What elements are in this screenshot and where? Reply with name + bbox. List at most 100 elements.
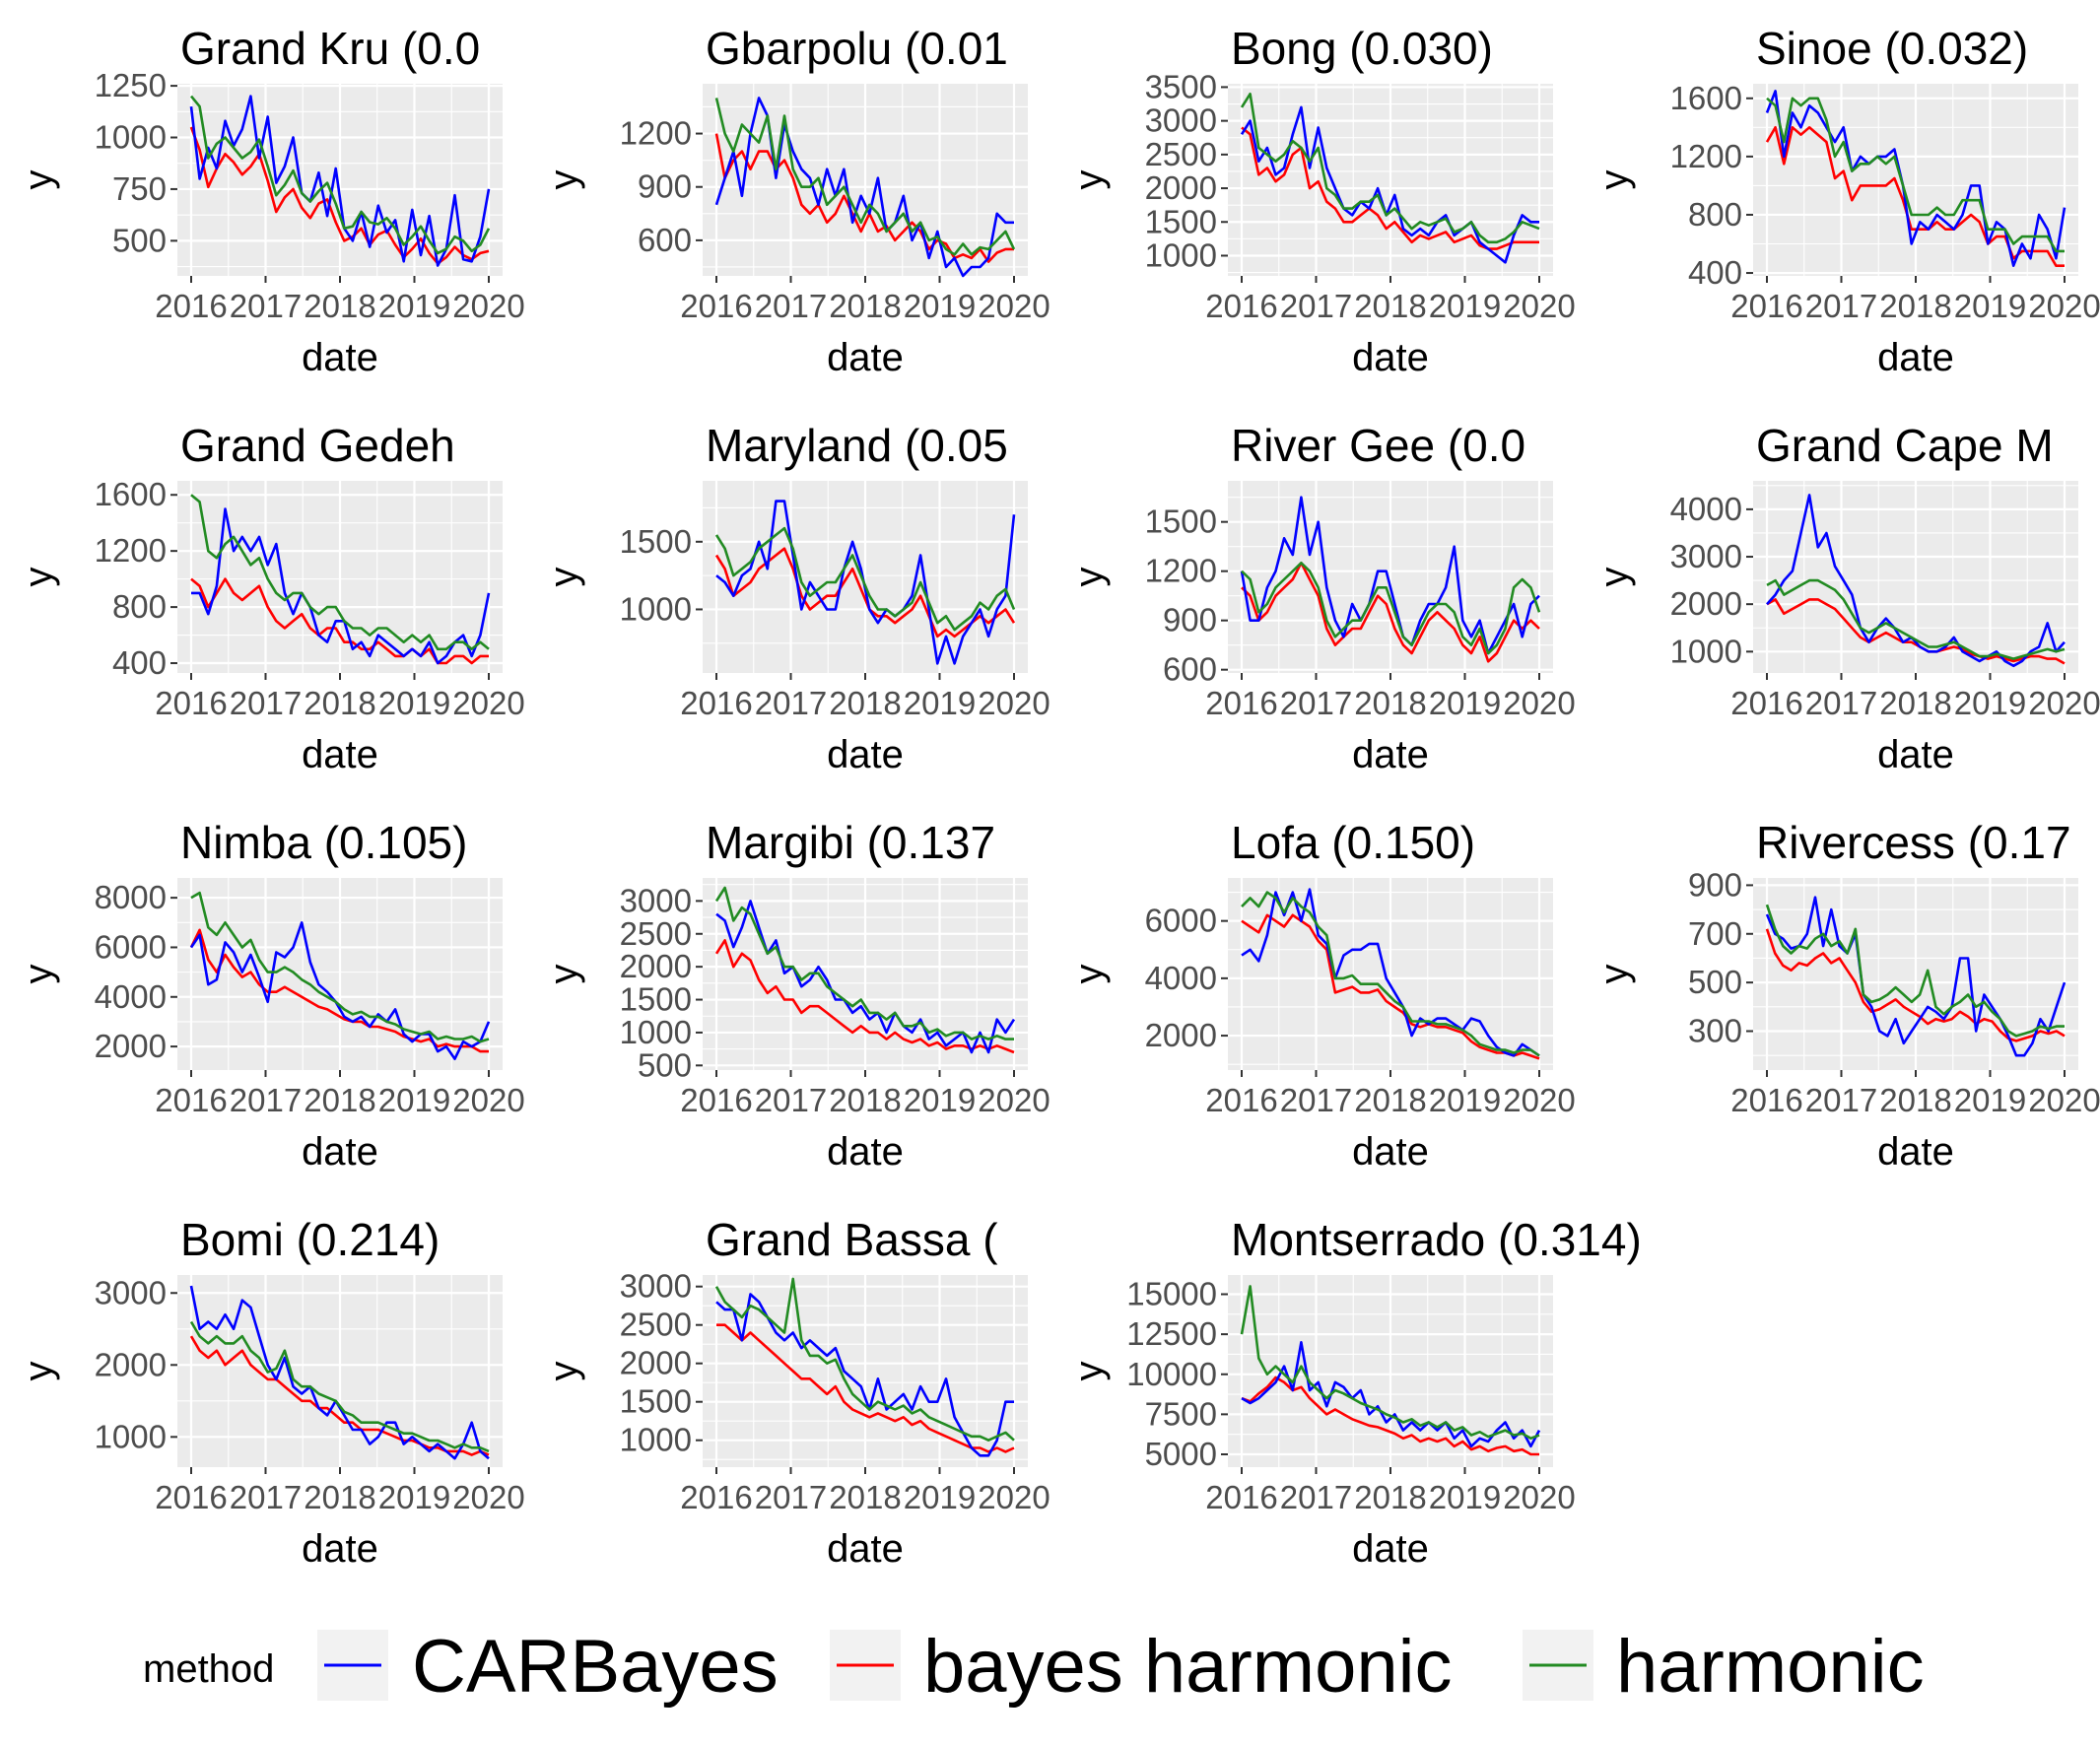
y-tick-label: 1500 bbox=[620, 523, 692, 560]
x-tick-label: 2019 bbox=[904, 288, 976, 324]
x-tick-label: 2019 bbox=[904, 1082, 976, 1118]
y-tick-label: 2500 bbox=[620, 915, 692, 952]
x-axis-title: date bbox=[827, 733, 904, 776]
x-tick-label: 2017 bbox=[755, 288, 827, 324]
panel-grand-gedeh: Grand Gedeh 400 800 1200 1600 2016 2017 2018 201… bbox=[17, 420, 525, 776]
x-axis-title: date bbox=[1352, 1527, 1429, 1571]
series-line-carbayes bbox=[1765, 90, 2066, 268]
series-line-bayes-harmonic bbox=[716, 1323, 1015, 1453]
series-line-carbayes bbox=[189, 95, 491, 267]
series-line-harmonic bbox=[1241, 891, 1540, 1057]
x-tick-label: 2018 bbox=[304, 685, 375, 721]
y-tick-label: 2000 bbox=[95, 1028, 167, 1064]
x-tick-label: 2018 bbox=[1879, 1082, 1951, 1118]
x-tick-label: 2019 bbox=[1429, 288, 1501, 324]
y-tick-label: 1200 bbox=[620, 115, 692, 152]
panel-title: Lofa (0.150) bbox=[1231, 817, 1475, 868]
series-line-carbayes bbox=[1240, 105, 1539, 264]
series-line-carbayes bbox=[1241, 1341, 1541, 1448]
series-line-bayes-harmonic bbox=[1241, 561, 1540, 663]
x-tick-label: 2018 bbox=[1879, 685, 1951, 721]
panel-title: Bomi (0.214) bbox=[180, 1214, 440, 1265]
x-tick-label: 2016 bbox=[1205, 288, 1277, 324]
x-tick-label: 2017 bbox=[230, 685, 302, 721]
x-tick-label: 2018 bbox=[304, 288, 375, 324]
y-tick-label: 900 bbox=[1688, 866, 1742, 903]
series-line-harmonic bbox=[714, 98, 1016, 256]
series-line-harmonic bbox=[190, 494, 490, 651]
legend-title: method bbox=[143, 1647, 274, 1691]
panel-title: Grand Bassa ( bbox=[706, 1214, 998, 1265]
x-tick-label: 2019 bbox=[378, 1082, 450, 1118]
series-line-carbayes bbox=[189, 920, 491, 1060]
x-axis-title: date bbox=[827, 1527, 904, 1571]
x-tick-label: 2020 bbox=[452, 1479, 524, 1515]
series-line-harmonic bbox=[1765, 904, 2065, 1038]
x-tick-label: 2020 bbox=[1503, 685, 1575, 721]
series-line-bayes-harmonic bbox=[189, 928, 489, 1053]
x-tick-label: 2017 bbox=[1280, 685, 1352, 721]
series-line-bayes-harmonic bbox=[1241, 913, 1540, 1060]
panel-title: Bong (0.030) bbox=[1231, 23, 1493, 74]
y-tick-label: 900 bbox=[638, 168, 692, 205]
y-tick-label: 3000 bbox=[620, 1268, 692, 1305]
x-tick-label: 2016 bbox=[155, 1082, 227, 1118]
x-tick-label: 2018 bbox=[1879, 288, 1951, 324]
x-tick-label: 2016 bbox=[1730, 1082, 1802, 1118]
x-axis-title: date bbox=[1877, 336, 1954, 379]
x-axis-title: date bbox=[302, 1527, 378, 1571]
y-tick-label: 300 bbox=[1688, 1013, 1742, 1049]
x-tick-label: 2018 bbox=[1354, 1082, 1426, 1118]
series-line-carbayes bbox=[1241, 888, 1540, 1057]
y-axis-title: y bbox=[1067, 1362, 1111, 1381]
y-tick-label: 500 bbox=[638, 1046, 692, 1083]
x-axis-title: date bbox=[1352, 733, 1429, 776]
x-tick-label: 2019 bbox=[1954, 1082, 2026, 1118]
y-tick-label: 700 bbox=[1688, 915, 1742, 952]
x-axis-title: date bbox=[827, 336, 904, 379]
y-tick-label: 4000 bbox=[1670, 491, 1742, 527]
x-axis-title: date bbox=[1352, 336, 1429, 379]
y-tick-label: 600 bbox=[638, 222, 692, 258]
y-tick-label: 3000 bbox=[1145, 102, 1217, 139]
y-tick-label: 1000 bbox=[95, 1418, 167, 1454]
panel-title: Nimba (0.105) bbox=[180, 817, 467, 868]
y-axis-title: y bbox=[542, 965, 585, 984]
y-tick-label: 500 bbox=[1688, 964, 1742, 1000]
y-tick-label: 2500 bbox=[620, 1307, 692, 1343]
y-tick-label: 6000 bbox=[1145, 903, 1217, 939]
panel-grand-kru-0-0: Grand Kru (0.0 500 750 1000 1250 2016 2017 2018… bbox=[17, 23, 525, 379]
x-tick-label: 2018 bbox=[1354, 288, 1426, 324]
panel-title: Montserrado (0.314) bbox=[1231, 1214, 1642, 1265]
y-tick-label: 800 bbox=[1688, 196, 1742, 233]
x-tick-label: 2017 bbox=[755, 1479, 827, 1515]
x-tick-label: 2019 bbox=[378, 1479, 450, 1515]
y-axis-title: y bbox=[1067, 170, 1111, 190]
y-tick-label: 15000 bbox=[1126, 1276, 1217, 1312]
y-tick-label: 400 bbox=[112, 644, 167, 681]
panel-river-gee-0-0: River Gee (0.0 600 900 1200 1500 2016 2017 2018… bbox=[1067, 420, 1576, 776]
legend-label-carbayes: CARBayes bbox=[412, 1625, 779, 1709]
y-axis-title: y bbox=[542, 170, 585, 190]
x-tick-label: 2019 bbox=[1954, 288, 2026, 324]
x-tick-label: 2019 bbox=[378, 288, 450, 324]
x-tick-label: 2019 bbox=[1954, 685, 2026, 721]
x-tick-label: 2017 bbox=[230, 288, 302, 324]
x-tick-label: 2019 bbox=[904, 1479, 976, 1515]
x-tick-label: 2019 bbox=[1429, 685, 1501, 721]
x-tick-label: 2019 bbox=[1429, 1082, 1501, 1118]
series-line-harmonic bbox=[189, 95, 491, 255]
y-tick-label: 1500 bbox=[620, 981, 692, 1018]
y-axis-title: y bbox=[17, 1362, 60, 1381]
x-tick-label: 2019 bbox=[1429, 1479, 1501, 1515]
x-tick-label: 2016 bbox=[1730, 288, 1802, 324]
y-tick-label: 1200 bbox=[1670, 138, 1742, 174]
x-tick-label: 2020 bbox=[978, 685, 1050, 721]
panel-lofa-0-150: Lofa (0.150) 2000 4000 6000 2016 2017 2018 2019… bbox=[1067, 817, 1576, 1174]
y-tick-label: 4000 bbox=[95, 978, 167, 1015]
y-tick-label: 2000 bbox=[620, 1345, 692, 1381]
x-tick-label: 2017 bbox=[1280, 288, 1352, 324]
